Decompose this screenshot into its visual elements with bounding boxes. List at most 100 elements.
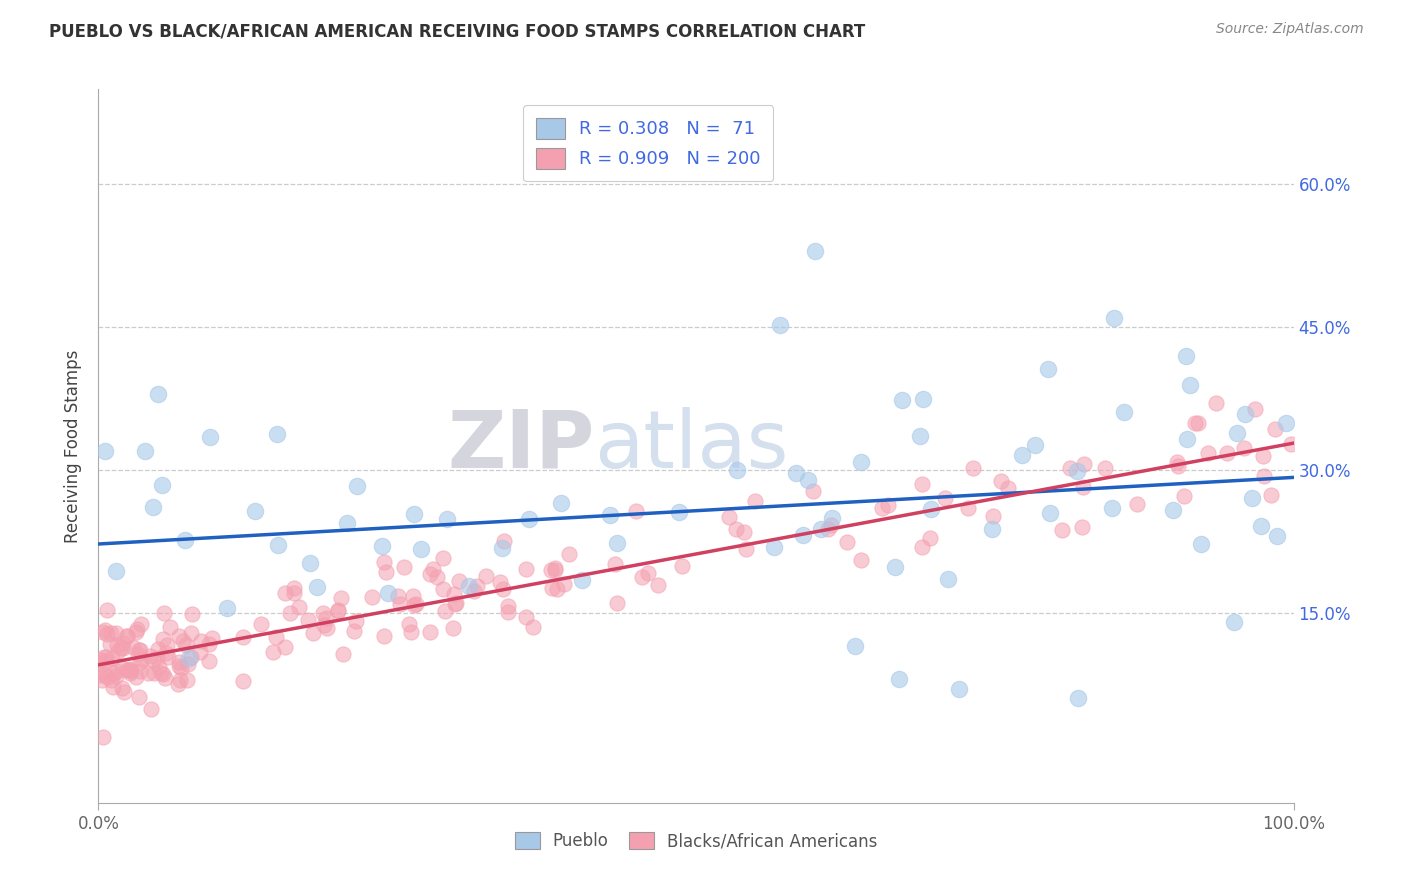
Point (877, 498, 900, 512)
Point (1265, 528, 1288, 542)
Point (125, 625, 148, 640)
Point (817, 522, 839, 536)
Point (637, 566, 659, 580)
Point (603, 557, 626, 571)
Legend: Pueblo, Blacks/African Americans: Pueblo, Blacks/African Americans (506, 824, 886, 859)
Point (733, 524, 755, 539)
Point (1050, 524, 1073, 538)
Point (1264, 422, 1286, 436)
Point (107, 644, 129, 658)
Point (96, 627, 118, 641)
Point (522, 620, 544, 634)
Point (517, 512, 540, 526)
Point (96, 603, 118, 617)
Point (1216, 445, 1239, 459)
Point (1205, 396, 1227, 410)
Point (432, 582, 454, 596)
Point (546, 582, 568, 597)
Point (332, 647, 354, 661)
Point (606, 536, 628, 550)
Point (190, 634, 212, 648)
Point (167, 629, 190, 643)
Point (104, 564, 127, 578)
Point (797, 473, 820, 487)
Point (725, 522, 748, 536)
Point (405, 598, 427, 612)
Point (1187, 417, 1209, 431)
Point (94, 668, 117, 682)
Point (744, 494, 766, 508)
Point (890, 393, 912, 408)
Point (491, 582, 513, 596)
Point (373, 555, 395, 569)
Point (426, 570, 449, 584)
Point (1067, 691, 1090, 706)
Point (302, 626, 325, 640)
Point (141, 702, 163, 716)
Point (91, 673, 114, 688)
Point (631, 570, 654, 584)
Point (96, 670, 118, 684)
Point (918, 531, 941, 545)
Point (307, 580, 329, 594)
Point (110, 640, 132, 655)
Point (343, 624, 366, 638)
Point (1253, 468, 1275, 483)
Point (87, 667, 110, 681)
Point (371, 540, 394, 554)
Point (443, 586, 465, 600)
Point (330, 591, 353, 605)
Point (981, 522, 1004, 536)
Point (801, 483, 824, 498)
Point (94, 654, 117, 668)
Point (336, 516, 359, 530)
Point (103, 665, 125, 680)
Point (131, 652, 153, 666)
Point (1101, 501, 1123, 516)
Point (540, 563, 562, 577)
Point (1240, 491, 1263, 506)
Point (1184, 416, 1206, 430)
Point (1024, 438, 1046, 452)
Point (883, 560, 905, 574)
Point (232, 630, 254, 644)
Point (1275, 416, 1298, 430)
Point (232, 674, 254, 689)
Point (725, 463, 748, 477)
Point (1175, 432, 1198, 446)
Point (148, 642, 170, 657)
Point (159, 620, 181, 634)
Point (1180, 378, 1202, 392)
Point (956, 500, 979, 515)
Point (297, 613, 319, 627)
Point (402, 589, 425, 603)
Point (671, 558, 693, 573)
Point (1059, 461, 1081, 475)
Point (166, 676, 188, 690)
Point (250, 616, 273, 631)
Point (128, 690, 150, 704)
Point (93, 444, 115, 458)
Point (457, 579, 479, 593)
Point (441, 621, 464, 635)
Point (475, 569, 498, 583)
Point (990, 475, 1012, 489)
Point (115, 629, 138, 643)
Point (920, 502, 942, 516)
Point (94, 624, 117, 638)
Point (1260, 488, 1282, 502)
Point (360, 590, 382, 604)
Point (90, 653, 112, 667)
Point (274, 640, 297, 654)
Point (1279, 437, 1302, 451)
Point (624, 504, 647, 518)
Point (912, 392, 935, 406)
Point (262, 644, 284, 658)
Point (129, 655, 152, 669)
Point (911, 476, 934, 491)
Point (245, 503, 267, 517)
Point (96, 650, 118, 665)
Point (314, 617, 336, 632)
Point (419, 624, 441, 639)
Point (443, 597, 465, 611)
